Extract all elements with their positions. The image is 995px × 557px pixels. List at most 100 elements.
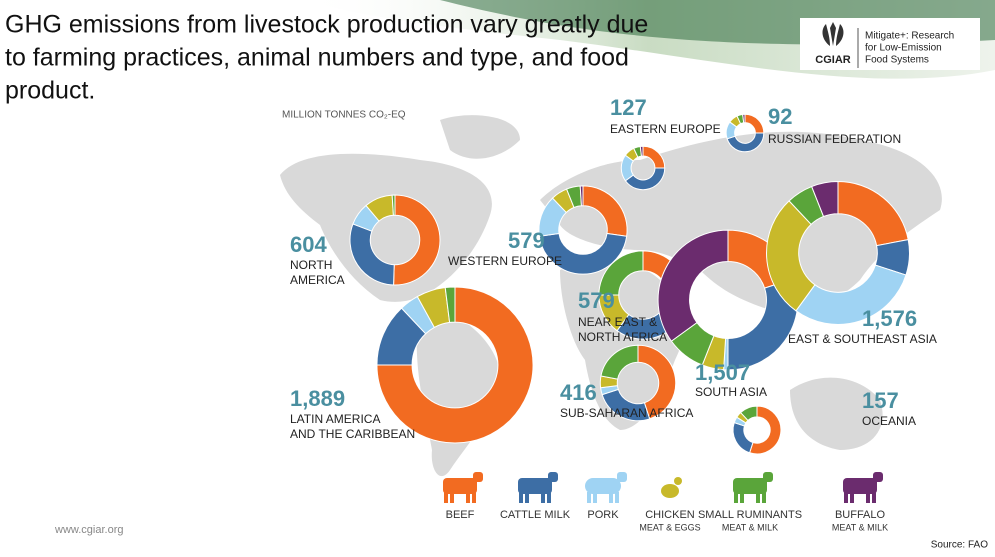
icon-leg <box>740 492 744 503</box>
icon-leg <box>525 492 529 503</box>
donut-segment <box>811 181 839 218</box>
icon-leg <box>615 492 619 503</box>
legend-icon <box>733 472 773 503</box>
icon-leg <box>472 492 476 503</box>
icon-leg <box>734 492 738 503</box>
logo-icon <box>822 22 844 46</box>
logo-caption: for Low-Emission <box>865 43 942 54</box>
icon-head <box>548 472 558 482</box>
donut-segment <box>376 286 534 444</box>
region-name: RUSSIAN FEDERATION <box>768 132 901 146</box>
region-name: EAST & SOUTHEAST ASIA <box>788 332 937 346</box>
icon-body <box>661 484 679 498</box>
icon-leg <box>756 492 760 503</box>
donut-segment <box>579 185 584 207</box>
region-name: NEAR EAST & <box>578 315 657 329</box>
icon-leg <box>541 492 545 503</box>
source: Source: FAO <box>931 540 988 551</box>
donut <box>376 286 534 444</box>
donut-segment <box>742 113 746 124</box>
donut <box>657 229 799 371</box>
legend-label: CATTLE MILK <box>500 509 571 521</box>
icon-body <box>443 478 477 494</box>
donut-segment <box>748 405 782 455</box>
logo-caption: Food Systems <box>865 55 929 66</box>
region-total: 1,507 <box>695 360 750 385</box>
icon-leg <box>587 492 591 503</box>
icon-leg <box>609 492 613 503</box>
region-total: 1,889 <box>290 386 345 411</box>
region-name: WESTERN EUROPE <box>448 254 562 268</box>
region-total: 416 <box>560 380 597 405</box>
icon-body <box>585 478 621 494</box>
region-total: 1,576 <box>862 306 917 331</box>
donut-segment <box>732 421 754 454</box>
donut-segment <box>637 344 677 420</box>
donut-segment <box>795 264 907 325</box>
region-total: 157 <box>862 388 899 413</box>
website: www.cgiar.org <box>54 524 123 536</box>
donut <box>620 145 666 191</box>
legend-label: PORK <box>587 509 619 521</box>
icon-head <box>473 472 483 482</box>
region-total: 92 <box>768 104 792 129</box>
region-name: NORTH <box>290 258 332 272</box>
donut-segment <box>393 194 441 286</box>
legend-sublabel: MEAT & EGGS <box>639 522 700 532</box>
region-name: EASTERN EUROPE <box>610 122 721 136</box>
donut <box>349 194 441 286</box>
icon-head <box>763 472 773 482</box>
legend-sublabel: MEAT & MILK <box>832 522 888 532</box>
icon-body <box>843 478 877 494</box>
legend-label: BEEF <box>446 509 475 521</box>
icon-leg <box>762 492 766 503</box>
icon-leg <box>466 492 470 503</box>
donut-segment <box>739 405 758 422</box>
donut <box>599 344 677 422</box>
legend-label: SMALL RUMINANTS <box>698 509 802 521</box>
region-total: 604 <box>290 232 327 257</box>
title-line: product. <box>5 77 95 105</box>
icon-leg <box>450 492 454 503</box>
donut-segment <box>444 286 456 323</box>
legend-icon <box>843 472 883 503</box>
region-name: OCEANIA <box>862 414 916 428</box>
logo-box <box>800 18 980 70</box>
region-name: LATIN AMERICA <box>290 412 380 426</box>
legend-icon <box>661 477 682 498</box>
region-total: 579 <box>508 228 545 253</box>
legend-label: BUFFALO <box>835 509 886 521</box>
donut-segment <box>639 145 644 157</box>
donut-segment <box>744 113 765 134</box>
donut-segment <box>657 229 729 342</box>
icon-leg <box>593 492 597 503</box>
icon-body <box>518 478 552 494</box>
title-line: to farming practices, animal numbers and… <box>5 44 629 72</box>
region-name: SOUTH ASIA <box>695 385 767 399</box>
icon-body <box>733 478 767 494</box>
title-line: GHG emissions from livestock production … <box>5 11 648 39</box>
icon-head <box>617 472 627 482</box>
region-name: SUB-SAHARAN AFRICA <box>560 406 693 420</box>
icon-leg <box>844 492 848 503</box>
icon-head <box>873 472 883 482</box>
legend-icon <box>585 472 627 503</box>
donut <box>732 405 782 455</box>
icon-leg <box>547 492 551 503</box>
region-name: NORTH AFRICA <box>578 330 667 344</box>
donut-segment <box>391 194 396 216</box>
legend-label: CHICKEN <box>645 509 695 521</box>
donut <box>725 113 765 153</box>
unit-label: MILLION TONNES CO₂-EQ <box>282 110 406 121</box>
donut-segment <box>538 232 628 275</box>
donut-segment <box>598 250 644 296</box>
legend-sublabel: MEAT & MILK <box>722 522 778 532</box>
logo-caption: Mitigate+: Research <box>865 31 954 42</box>
region-total: 127 <box>610 95 647 120</box>
icon-leg <box>519 492 523 503</box>
icon-leg <box>850 492 854 503</box>
legend-icon <box>518 472 558 503</box>
region-name: AND THE CARIBBEAN <box>290 427 415 441</box>
icon-leg <box>866 492 870 503</box>
